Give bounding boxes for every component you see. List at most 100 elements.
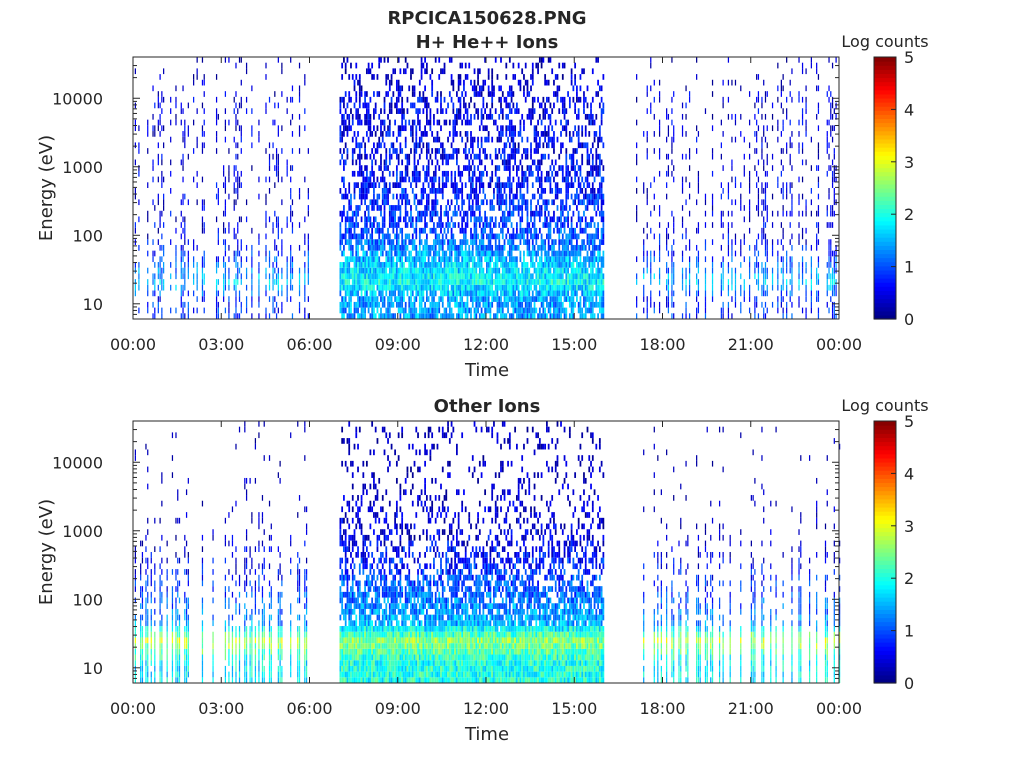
spectrogram-cell bbox=[394, 313, 396, 319]
spectrogram-cell bbox=[602, 284, 605, 291]
spectrogram-cell bbox=[381, 119, 384, 126]
spectrogram-cell bbox=[574, 301, 577, 308]
spectrogram-cell bbox=[394, 102, 396, 109]
spectrogram-cell bbox=[450, 262, 453, 268]
spectrogram-cell bbox=[228, 176, 230, 183]
spectrogram-cell bbox=[523, 296, 525, 302]
spectrogram-cell bbox=[533, 296, 536, 302]
spectrogram-cell bbox=[586, 290, 589, 297]
spectrogram-cell bbox=[217, 227, 219, 234]
spectrogram-cell bbox=[350, 267, 352, 274]
spectrogram-cell bbox=[554, 188, 557, 194]
spectrogram-cell bbox=[420, 284, 423, 291]
spectrogram-cell bbox=[410, 256, 412, 263]
spectrogram-cell bbox=[163, 250, 165, 257]
spectrogram-cell bbox=[406, 284, 409, 291]
spectrogram-cell bbox=[593, 256, 596, 263]
spectrogram-cell bbox=[636, 313, 638, 319]
spectrogram-cell bbox=[565, 233, 568, 240]
spectrogram-cell bbox=[235, 119, 237, 126]
spectrogram-cell bbox=[546, 262, 548, 268]
spectrogram-cell bbox=[477, 262, 479, 268]
spectrogram-cell bbox=[392, 256, 395, 263]
spectrogram-cell bbox=[339, 102, 342, 109]
spectrogram-cell bbox=[586, 222, 589, 228]
spectrogram-cell bbox=[395, 205, 398, 211]
spectrogram-cell bbox=[496, 193, 499, 200]
spectrogram-cell bbox=[415, 125, 418, 132]
spectrogram-cell bbox=[434, 273, 437, 280]
spectrogram-cell bbox=[196, 182, 198, 188]
spectrogram-cell bbox=[383, 96, 386, 103]
spectrogram-cell bbox=[671, 267, 673, 274]
spectrogram-cell bbox=[159, 113, 161, 120]
spectrogram-cell bbox=[201, 290, 204, 297]
spectrogram-cell bbox=[673, 273, 675, 280]
spectrogram-cell bbox=[473, 113, 476, 120]
spectrogram-cell bbox=[563, 307, 566, 314]
spectrogram-cell bbox=[461, 284, 464, 291]
spectrogram-cell bbox=[341, 216, 344, 223]
spectrogram-cell bbox=[369, 153, 372, 160]
spectrogram-cell bbox=[395, 153, 398, 160]
spectrogram-cell bbox=[387, 307, 389, 314]
spectrogram-cell bbox=[535, 279, 538, 285]
spectrogram-cell bbox=[425, 222, 428, 228]
spectrogram-cell bbox=[591, 256, 594, 263]
spectrogram-cell bbox=[533, 233, 536, 240]
spectrogram-cell bbox=[415, 244, 418, 251]
spectrogram-cell bbox=[381, 216, 384, 223]
spectrogram-cell bbox=[251, 284, 253, 291]
spectrogram-cell bbox=[258, 301, 260, 308]
spectrogram-cell bbox=[510, 239, 513, 245]
spectrogram-cell bbox=[754, 267, 756, 274]
spectrogram-cell bbox=[468, 279, 471, 285]
spectrogram-cell bbox=[369, 222, 372, 228]
spectrogram-cell bbox=[390, 256, 393, 263]
spectrogram-cell bbox=[556, 279, 559, 285]
spectrogram-cell bbox=[438, 233, 441, 240]
spectrogram-cell bbox=[395, 262, 398, 268]
spectrogram-cell bbox=[277, 216, 279, 223]
spectrogram-cell bbox=[493, 313, 495, 319]
spectrogram-cell bbox=[392, 193, 395, 200]
spectrogram-cell bbox=[563, 216, 566, 223]
spectrogram-cell bbox=[727, 57, 730, 63]
spectrogram-cell bbox=[371, 205, 374, 211]
spectrogram-cell bbox=[530, 279, 532, 285]
spectrogram-cell bbox=[551, 199, 554, 206]
spectrogram-cell bbox=[688, 284, 691, 291]
spectrogram-cell bbox=[431, 188, 434, 194]
spectrogram-cell bbox=[417, 119, 419, 126]
spectrogram-cell bbox=[274, 244, 276, 251]
spectrogram-cell bbox=[425, 176, 428, 183]
spectrogram-cell bbox=[418, 142, 421, 149]
spectrogram-cell bbox=[535, 125, 538, 132]
spectrogram-cell bbox=[410, 273, 412, 280]
spectrogram-cell bbox=[583, 279, 585, 285]
spectrogram-cell bbox=[385, 267, 388, 274]
spectrogram-cell bbox=[395, 250, 398, 257]
spectrogram-cell bbox=[535, 227, 538, 234]
spectrogram-cell bbox=[417, 273, 419, 280]
spectrogram-cell bbox=[420, 96, 423, 103]
spectrogram-cell bbox=[397, 301, 400, 308]
spectrogram-cell bbox=[572, 165, 575, 171]
spectrogram-cell bbox=[452, 182, 455, 188]
spectrogram-cell bbox=[558, 188, 561, 194]
spectrogram-cell bbox=[688, 91, 691, 97]
spectrogram-cell bbox=[591, 296, 594, 302]
spectrogram-cell bbox=[425, 210, 428, 217]
spectrogram-cell bbox=[565, 159, 568, 166]
spectrogram-cell bbox=[373, 91, 375, 97]
spectrogram-cell bbox=[157, 199, 159, 206]
spectrogram-cell bbox=[418, 301, 421, 308]
spectrogram-cell bbox=[399, 68, 402, 75]
spectrogram-cell bbox=[433, 188, 435, 194]
spectrogram-cell bbox=[394, 279, 396, 285]
spectrogram-cell bbox=[365, 170, 368, 177]
spectrogram-cell bbox=[429, 153, 432, 160]
spectrogram-cell bbox=[588, 159, 591, 166]
spectrogram-cell bbox=[182, 284, 184, 291]
